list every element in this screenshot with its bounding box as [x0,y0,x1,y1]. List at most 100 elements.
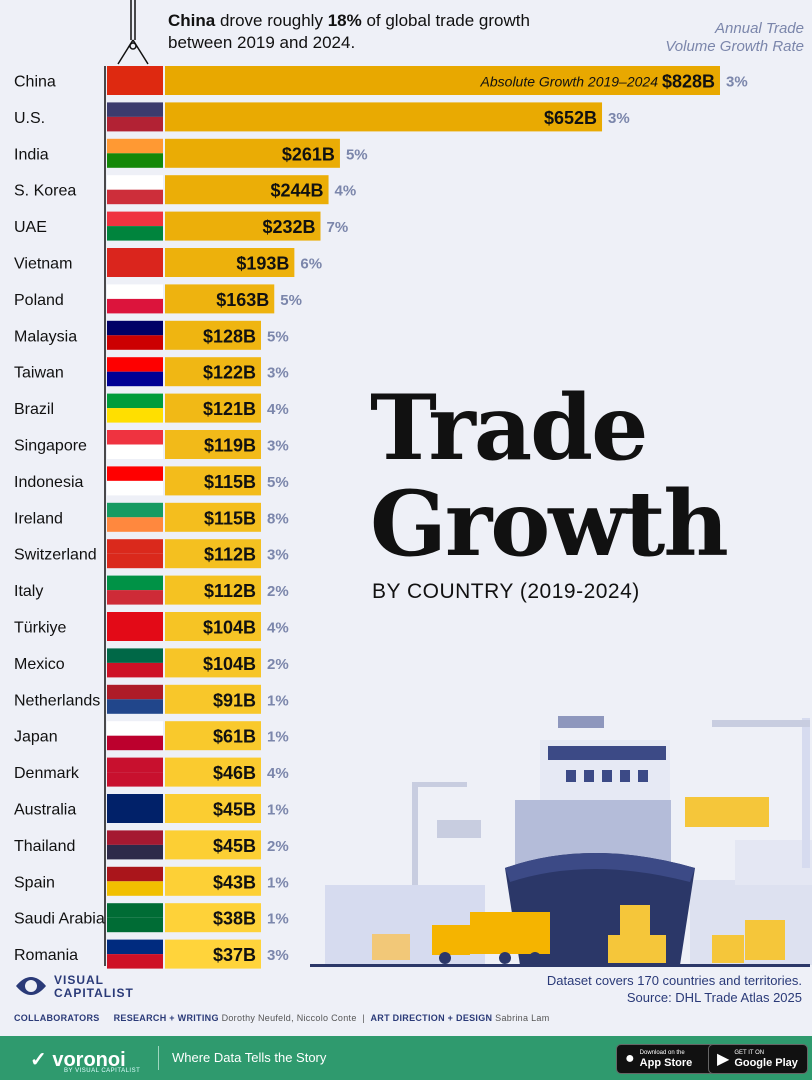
country-label: Australia [14,802,76,819]
country-flag-icon [107,262,163,277]
bar-row: Thailand $45B 2% [14,830,289,860]
country-flag-icon [107,830,163,845]
bar [165,357,261,387]
country-flag-icon [107,808,163,823]
bar-row: UAE $232B 7% [14,211,349,241]
country-flag-icon [107,408,163,423]
bar [165,102,603,132]
country-flag-icon [107,138,163,154]
bar-value-label: $112B [204,545,256,565]
bar [165,539,261,569]
page-title: Trade Growth [370,375,729,577]
voronoi-logo[interactable]: ✓ voronoi [30,1049,126,1071]
country-label: Malaysia [14,328,77,345]
country-label: Italy [14,583,43,600]
bar-value-label: $43B [213,872,256,892]
country-flag-icon [107,881,163,896]
bar-row: Saudi Arabia $38B 1% [14,903,289,933]
country-flag-icon [107,116,163,132]
bar-value-label: $121B [203,399,256,419]
bar-row: Romania $37B 3% [14,939,289,969]
footer-divider [158,1046,159,1070]
country-flag-icon [107,175,163,190]
app-store-button[interactable]: ● Download on the App Store [616,1044,716,1074]
bar-value-label: $261B [282,144,335,164]
country-label: Vietnam [14,256,72,273]
country-label: Thailand [14,838,75,855]
country-flag-icon [107,917,163,933]
apple-icon: ● [625,1050,635,1067]
country-flag-icon [107,80,163,95]
bar-row: Japan $61B 1% [14,721,289,751]
bar-row: India $261B 5% [14,138,368,168]
bar [165,721,261,751]
country-flag-icon [107,626,163,641]
growth-rate-label: 1% [267,802,289,819]
bar-value-label: $45B [213,800,256,820]
growth-rate-label: 6% [300,256,322,273]
bar-row: S. Korea $244B 4% [14,175,356,205]
bar-value-label: $122B [203,363,256,383]
bar-value-label: $193B [236,254,289,274]
bar [165,612,261,641]
bar-value-label: $163B [216,290,269,310]
country-flag-icon [107,211,163,227]
country-flag-icon [107,939,163,955]
google-play-button[interactable]: ▶ GET IT ON Google Play [708,1044,808,1074]
country-flag-icon [107,444,163,459]
bar-value-label: $38B [213,909,256,929]
country-flag-icon [107,612,163,627]
country-flag-icon [107,866,163,882]
bar-row: Italy $112B 2% [14,575,289,605]
growth-rate-label: 1% [267,874,289,891]
country-label: Taiwan [14,365,64,382]
growth-rate-label: 1% [267,911,289,928]
bar [165,648,261,678]
bar [165,466,261,496]
source-note: Dataset covers 170 countries and territo… [546,973,802,1005]
country-flag-icon [107,153,163,168]
country-flag-icon [107,684,163,700]
bar-value-label: $115B [204,472,256,492]
bar [165,248,295,277]
bar [165,502,261,532]
country-label: Poland [14,292,64,309]
bar-value-label: $652B [544,108,597,128]
growth-rate-label: 1% [267,692,289,709]
bar-value-label: $104B [203,654,256,674]
country-label: Denmark [14,765,80,782]
bar [165,903,261,933]
growth-rate-label: 2% [267,838,289,855]
country-label: Saudi Arabia [14,911,105,928]
bar [165,138,340,168]
bar-row: Indonesia $115B 5% [14,466,289,496]
voronoi-subtitle: BY VISUAL CAPITALIST [64,1068,141,1074]
bar-row: Brazil $121B 4% [14,393,289,423]
bar [165,684,261,714]
country-label: Singapore [14,438,87,455]
country-label: UAE [14,219,47,236]
growth-rate-label: 4% [267,620,289,637]
growth-rate-label: 3% [726,74,748,91]
country-flag-icon [107,517,163,532]
country-flag-icon [107,371,163,387]
bar [165,939,261,969]
bar [165,320,261,350]
bar-row: Türkiye $104B 4% [14,612,289,641]
growth-rate-label: 5% [267,474,289,491]
growth-rate-label: 4% [267,765,289,782]
bar [165,830,261,860]
country-flag-icon [107,226,163,241]
bar-value-label: $37B [213,945,256,965]
country-label: Switzerland [14,547,97,564]
bar-value-label: $244B [271,181,324,201]
country-flag-icon [107,466,163,481]
country-flag-icon [107,735,163,751]
bar-row: Poland $163B 5% [14,284,302,314]
country-label: Ireland [14,510,63,527]
growth-rate-label: 7% [327,219,349,236]
bar-row: Taiwan $122B 3% [14,357,289,387]
country-flag-icon [107,954,163,969]
